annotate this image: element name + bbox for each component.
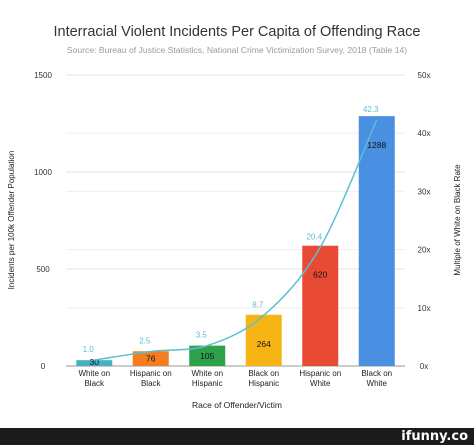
- bar-2: [189, 345, 226, 366]
- y2-axis-label: Multiple of White on Black Rate: [453, 164, 462, 276]
- category-label: White on: [191, 369, 223, 378]
- chart-title: Interracial Violent Incidents Per Capita…: [53, 24, 420, 40]
- y2-tick-label: 20x: [418, 246, 431, 255]
- y-tick-label: 500: [36, 265, 50, 274]
- bar-4: [302, 245, 339, 366]
- category-label: Black on: [361, 369, 392, 378]
- category-label: White: [310, 379, 331, 388]
- bar-value-label: 76: [146, 354, 156, 364]
- chart-svg: Interracial Violent Incidents Per Capita…: [7, 24, 462, 410]
- line-value-label: 20.4: [306, 232, 322, 241]
- category-label: Hispanic on: [130, 369, 172, 378]
- line-value-label: 2.5: [139, 336, 151, 345]
- y2-tick-label: 50x: [418, 71, 431, 80]
- right-axis-ticks: 0x 10x 20x 30x 40x 50x: [418, 71, 431, 371]
- multiple-line: [94, 119, 378, 361]
- chart-subtitle: Source: Bureau of Justice Statistics, Na…: [67, 45, 407, 55]
- bar-value-labels: 30 76 105 264 620 1288: [90, 140, 387, 367]
- x-axis-label: Race of Offender/Victim: [192, 400, 282, 410]
- bar-value-label: 264: [257, 339, 271, 349]
- bar-3: [245, 314, 282, 366]
- category-label: White on: [78, 369, 110, 378]
- bar-value-label: 1288: [367, 140, 386, 150]
- line-value-label: 3.5: [196, 331, 208, 340]
- line-value-label: 42.3: [363, 105, 379, 114]
- category-label: Hispanic on: [299, 369, 341, 378]
- y-tick-label: 1500: [34, 71, 52, 80]
- line-value-label: 1.0: [83, 345, 95, 354]
- y-axis-label: Incidents per 100k Offender Population: [7, 151, 16, 290]
- bar-5: [358, 116, 395, 367]
- category-label: Hispanic: [248, 379, 279, 388]
- line-value-label: 8.7: [252, 300, 264, 309]
- bar-1: [132, 351, 169, 366]
- y-tick-label: 0: [41, 362, 46, 371]
- watermark-logo: ifunny.co: [401, 429, 468, 444]
- line-value-labels: 1.0 2.5 3.5 8.7 20.4 42.3: [83, 105, 379, 354]
- watermark-bar: [0, 428, 474, 445]
- bar-value-label: 30: [90, 357, 100, 367]
- gridlines: [66, 74, 405, 367]
- y2-tick-label: 10x: [418, 304, 431, 313]
- left-axis-ticks: 0 500 1000 1500: [34, 71, 52, 371]
- y2-tick-label: 40x: [418, 129, 431, 138]
- category-label: White: [367, 379, 388, 388]
- bar-series: [76, 116, 395, 367]
- y2-tick-label: 30x: [418, 187, 431, 196]
- category-label: Hispanic: [192, 379, 223, 388]
- category-label: Black on: [248, 369, 279, 378]
- y2-tick-label: 0x: [420, 362, 428, 371]
- y-tick-label: 1000: [34, 168, 52, 177]
- bar-value-label: 105: [200, 351, 214, 361]
- bar-0: [76, 360, 113, 366]
- bar-value-label: 620: [313, 270, 327, 280]
- category-label: Black: [141, 379, 162, 388]
- category-label: Black: [84, 379, 105, 388]
